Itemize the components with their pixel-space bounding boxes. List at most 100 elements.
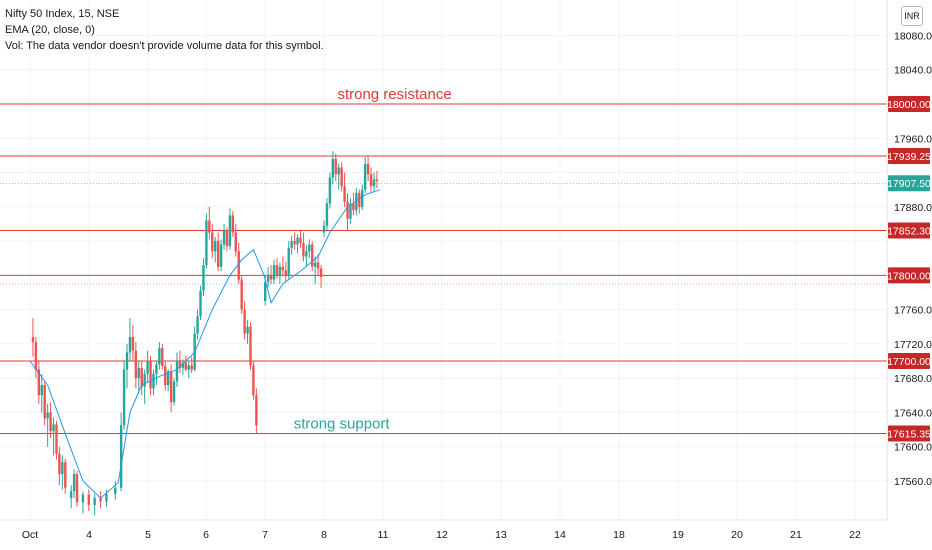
candle-body [308, 244, 311, 252]
candle-body [216, 241, 220, 267]
y-tick-label: 17720.00 [894, 339, 932, 351]
candle-body [284, 270, 287, 276]
candle-body [234, 232, 237, 252]
candle-body [228, 215, 232, 247]
level-badge-bg [888, 267, 930, 284]
candle-body [175, 361, 179, 382]
candle-body [61, 462, 64, 475]
candle-body [122, 369, 126, 426]
currency-badge[interactable]: INR [901, 6, 923, 26]
last-price-badge: 17907.50 [887, 178, 931, 190]
price-badges: 18000.00 17939.25 17852.30 17800.00 17700.00… [887, 96, 931, 442]
candle-body [325, 203, 329, 226]
candle-body [349, 203, 352, 219]
volume-legend: Vol: The data vendor doesn't provide vol… [5, 40, 324, 52]
candle-body [172, 381, 176, 403]
candle-body [264, 282, 267, 302]
candle-body [181, 362, 185, 368]
candle-body [293, 241, 296, 245]
candle-body [37, 369, 41, 396]
y-tick-label: 18080.00 [894, 30, 932, 42]
x-axis: Oct 4 5 6 7 8 11 12 13 14 18 19 20 21 22 [22, 529, 861, 541]
x-tick-label: 14 [554, 529, 566, 541]
y-tick-label: 17960.00 [894, 133, 932, 145]
candle-body [178, 361, 182, 368]
x-tick-label: 22 [849, 529, 861, 541]
candle-body [355, 193, 358, 211]
candle-body [249, 326, 252, 366]
candle-body [275, 265, 279, 276]
ema-legend[interactable]: EMA (20, close, 0) [5, 24, 95, 36]
candle-body [93, 498, 96, 505]
level-badge-bg [888, 425, 930, 442]
candle-body [299, 237, 302, 243]
annotation-resistance: strong resistance [337, 86, 451, 103]
last-price-badge-bg [888, 175, 930, 192]
candle-body [40, 384, 43, 396]
candle-body [237, 251, 240, 280]
level-badge-bg [888, 96, 930, 112]
candle-body [272, 265, 276, 280]
symbol-title[interactable]: Nifty 50 Index, 15, NSE [5, 8, 120, 20]
candle-body [199, 290, 202, 317]
level-badge: 17700.00 [887, 356, 931, 368]
y-tick-label: 17880.00 [894, 202, 932, 214]
candle-body [155, 364, 158, 374]
x-tick-label: 5 [145, 529, 151, 541]
candle-body [266, 275, 270, 283]
x-tick-label: 4 [86, 529, 92, 541]
candle-body [164, 366, 167, 385]
level-badge-bg [888, 222, 930, 239]
candle-body [208, 220, 211, 233]
level-badge: 17800.00 [887, 270, 931, 282]
candle-body [187, 365, 190, 370]
candle-body [202, 265, 205, 291]
candle-body [219, 244, 223, 267]
x-tick-label: 12 [436, 529, 448, 541]
y-axis: 17560.00 17600.00 17640.00 17680.00 17720.00… [894, 30, 932, 487]
x-tick-label: 13 [495, 529, 507, 541]
candle-body [211, 232, 214, 252]
candle-body [137, 367, 140, 379]
candle-body [205, 220, 208, 266]
candle-body [328, 177, 332, 204]
candle-body [131, 337, 135, 351]
candle-body [158, 348, 161, 365]
candle-body [149, 361, 152, 389]
candle-body [190, 365, 193, 370]
candle-body [43, 384, 46, 419]
grid [0, 0, 887, 520]
candle-body [140, 367, 143, 387]
candle-body [161, 348, 164, 367]
candle-body [316, 262, 320, 269]
candle-body [225, 230, 229, 247]
dotted-price-lines [0, 182, 887, 285]
candle-body [125, 352, 129, 370]
candle-body [375, 179, 379, 182]
x-tick-label: 20 [731, 529, 743, 541]
candle-body [134, 350, 138, 379]
level-badge-bg [888, 148, 930, 165]
horizontal-levels [0, 103, 887, 435]
candle-body [240, 279, 243, 310]
candle-body [278, 266, 282, 276]
candle-body [169, 371, 173, 403]
y-tick-label: 17560.00 [894, 476, 932, 488]
candle-body [255, 395, 258, 426]
candle-body [64, 462, 67, 488]
annotation-support: strong support [294, 416, 391, 433]
candle-body [372, 179, 376, 187]
candle-body [55, 424, 58, 454]
candle-body [87, 494, 90, 505]
candles [31, 151, 379, 516]
ema-line [29, 189, 381, 499]
candle-body [31, 337, 35, 343]
level-badge: 17852.30 [887, 226, 931, 238]
candle-body [196, 316, 199, 334]
annotations: strong resistance strong support [294, 86, 452, 433]
candle-body [49, 412, 52, 432]
level-badge: 18000.00 [887, 99, 931, 111]
candle-body [72, 474, 76, 492]
candle-body [114, 487, 117, 494]
